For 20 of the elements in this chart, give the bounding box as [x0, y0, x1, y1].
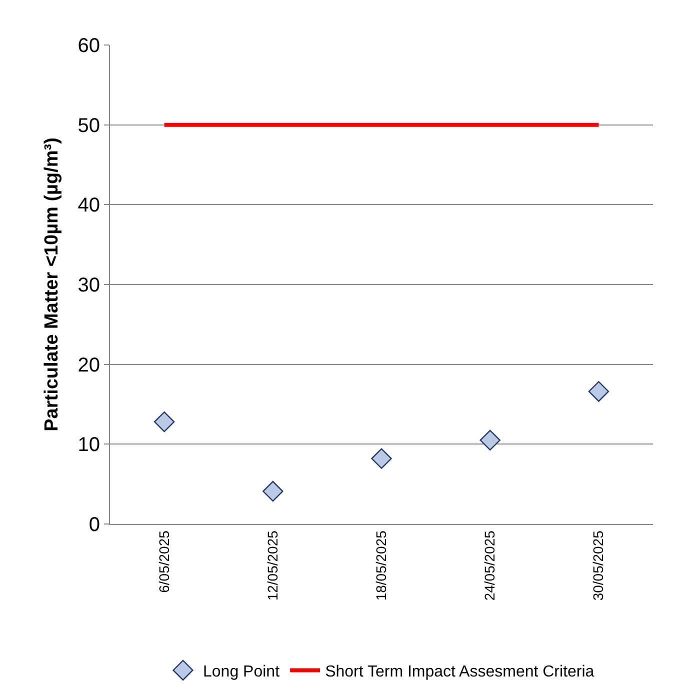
- y-tick-label: 10: [78, 434, 100, 456]
- x-tick-label: 12/05/2025: [264, 530, 280, 601]
- y-tick-label: 40: [78, 194, 100, 217]
- y-tick-label: 60: [78, 35, 100, 57]
- x-tick-label: 18/05/2025: [373, 530, 390, 601]
- y-tick-label: 20: [78, 354, 100, 376]
- point: [480, 430, 500, 451]
- point: [588, 381, 610, 402]
- y-tick-label: 30: [78, 274, 100, 296]
- point: [262, 480, 284, 502]
- point: [371, 448, 392, 469]
- y-tick-label: 0: [88, 514, 100, 536]
- y-axis-title: Particulate Matter <10µm (µg/m³): [42, 138, 63, 432]
- x-tick-label: 24/05/2025: [482, 530, 498, 601]
- y-tick-label: 50: [78, 114, 100, 137]
- point: [154, 411, 175, 432]
- x-tick-label: 6/05/2025: [156, 530, 172, 593]
- x-tick-label: 30/05/2025: [590, 530, 606, 601]
- legend-label: Short Term Impact Assesment Criteria: [325, 663, 594, 680]
- legend-label: Long Point: [203, 663, 280, 680]
